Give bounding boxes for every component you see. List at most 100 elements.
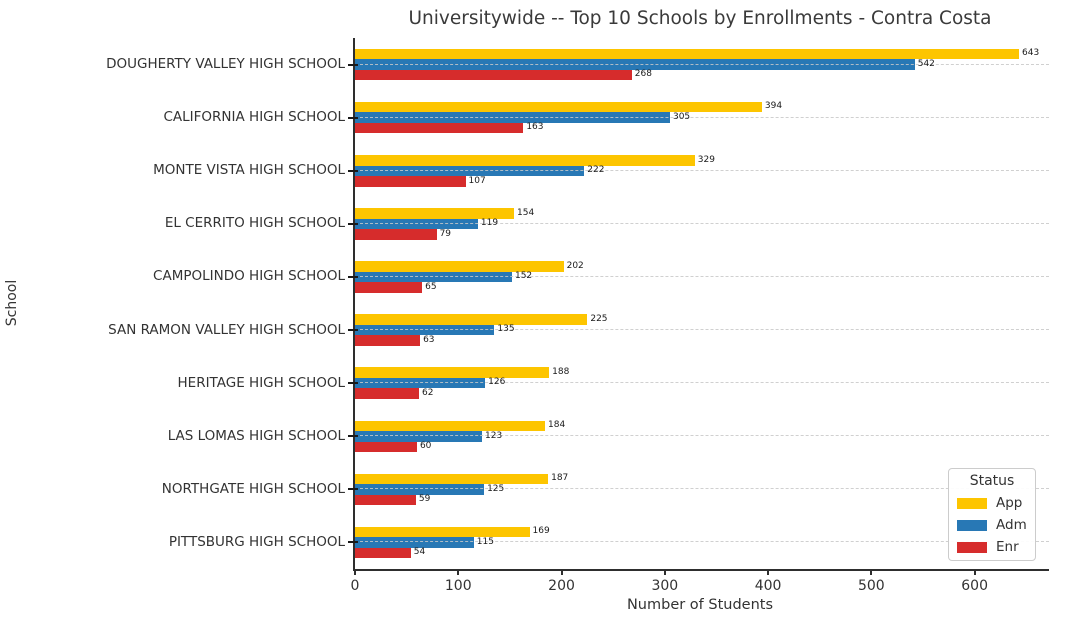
bar-value-label: 394 [764,101,783,112]
bar-value-label: 305 [672,111,691,122]
x-axis-label: Number of Students [626,597,774,613]
bar-enr [355,176,466,187]
y-tick [348,329,358,332]
bar-value-label: 154 [517,207,535,218]
y-tick [348,488,358,491]
x-tick-label: 0 [350,578,360,594]
bar-enr [355,122,524,134]
y-tick [348,222,358,225]
legend-swatch-adm [957,519,987,531]
bar-enr [355,388,420,399]
bar-adm [355,537,474,548]
bar-value-label: 329 [697,154,715,165]
bar-value-label: 54 [413,547,426,558]
bar-app [355,208,515,219]
bar-enr [355,335,421,346]
bar-value-label: 62 [422,387,434,398]
bar-app [355,48,1020,60]
legend-entry-adm: Adm [949,514,1035,536]
x-tick [973,569,976,575]
bar-app [355,314,588,325]
category-label: LAS LOMAS HIGH SCHOOL [167,427,345,444]
bar-app [355,420,546,431]
bar-value-label: 643 [1022,48,1040,59]
legend: Status App Adm Enr [948,468,1036,561]
x-tick-label: 100 [444,578,472,594]
bar-enr [355,547,411,559]
category-label: MONTE VISTA HIGH SCHOOL [153,162,345,179]
bar-adm [355,165,585,176]
y-tick [348,275,358,278]
x-tick-label: 400 [754,578,782,594]
bar-value-label: 125 [487,483,505,494]
bar-value-label: 107 [468,175,486,186]
bar-adm [355,324,495,336]
x-tick-label: 500 [857,578,885,594]
x-tick [663,569,666,575]
bar-value-label: 184 [548,420,566,430]
bar-value-label: 135 [497,324,515,335]
bar-app [355,101,762,113]
bar-app [355,473,549,485]
y-tick [348,116,358,119]
bar-value-label: 187 [551,473,569,484]
bar-value-label: 163 [526,122,544,133]
category-label: DOUGHERTY VALLEY HIGH SCHOOL [106,56,345,73]
category-label: EL CERRITO HIGH SCHOOL [164,215,345,232]
bar-value-label: 79 [439,228,452,239]
y-tick [348,169,358,172]
bar-value-label: 169 [532,526,550,537]
bar-value-label: 123 [485,430,503,441]
x-tick-label: 300 [651,578,679,594]
y-tick [348,382,358,385]
category-labels: DOUGHERTY VALLEY HIGH SCHOOL CALIFORNIA H… [0,38,345,569]
legend-label-adm: Adm [996,517,1027,533]
bar-enr [355,282,423,293]
x-tick [767,569,770,575]
category-label: PITTSBURG HIGH SCHOOL [168,533,345,550]
y-tick [348,541,358,544]
bar-adm [355,377,486,389]
plot-area: 643 542 268 394 305 163 329 222 107 154 119 79 202 15… [348,38,1049,594]
bar-adm [355,112,670,123]
bar-value-label: 63 [423,334,435,345]
bar-enr [355,494,416,506]
x-tick [870,569,873,575]
bar-value-label: 115 [476,536,494,547]
bar-value-label: 119 [480,218,499,229]
bar-value-label: 222 [587,165,605,175]
bar-app [355,261,564,272]
legend-label-enr: Enr [996,539,1019,555]
legend-swatch-enr [957,541,987,553]
legend-entry-enr: Enr [949,536,1035,558]
legend-swatch-app [957,497,987,509]
bar-adm [355,218,478,230]
y-tick [348,63,358,66]
category-label: CALIFORNIA HIGH SCHOOL [163,109,346,126]
x-tick [457,569,460,575]
category-label: HERITAGE HIGH SCHOOL [177,374,345,391]
bar-app [355,526,530,538]
y-tick [348,435,358,438]
x-tick-label: 200 [548,578,575,594]
bar-adm [355,484,485,495]
bar-value-label: 152 [514,271,533,282]
bar-value-label: 59 [418,494,431,505]
x-tick [354,569,356,575]
bar-value-label: 126 [488,377,506,388]
category-label: CAMPOLINDO HIGH SCHOOL [153,268,345,285]
x-tick-label: 600 [961,578,988,594]
x-tick [560,569,563,575]
bar-enr [355,69,632,81]
bar-value-label: 188 [552,366,570,377]
bar-value-label: 268 [634,69,652,80]
chart-title-wrap: Universitywide -- Top 10 Schools by Enro… [353,4,1047,32]
bar-value-label: 60 [419,441,432,451]
legend-title: Status [969,473,1015,489]
bar-enr [355,441,417,452]
category-label: SAN RAMON VALLEY HIGH SCHOOL [108,321,345,338]
category-label: NORTHGATE HIGH SCHOOL [161,480,345,497]
bar-value-label: 225 [590,313,608,324]
bar-app [355,155,695,166]
